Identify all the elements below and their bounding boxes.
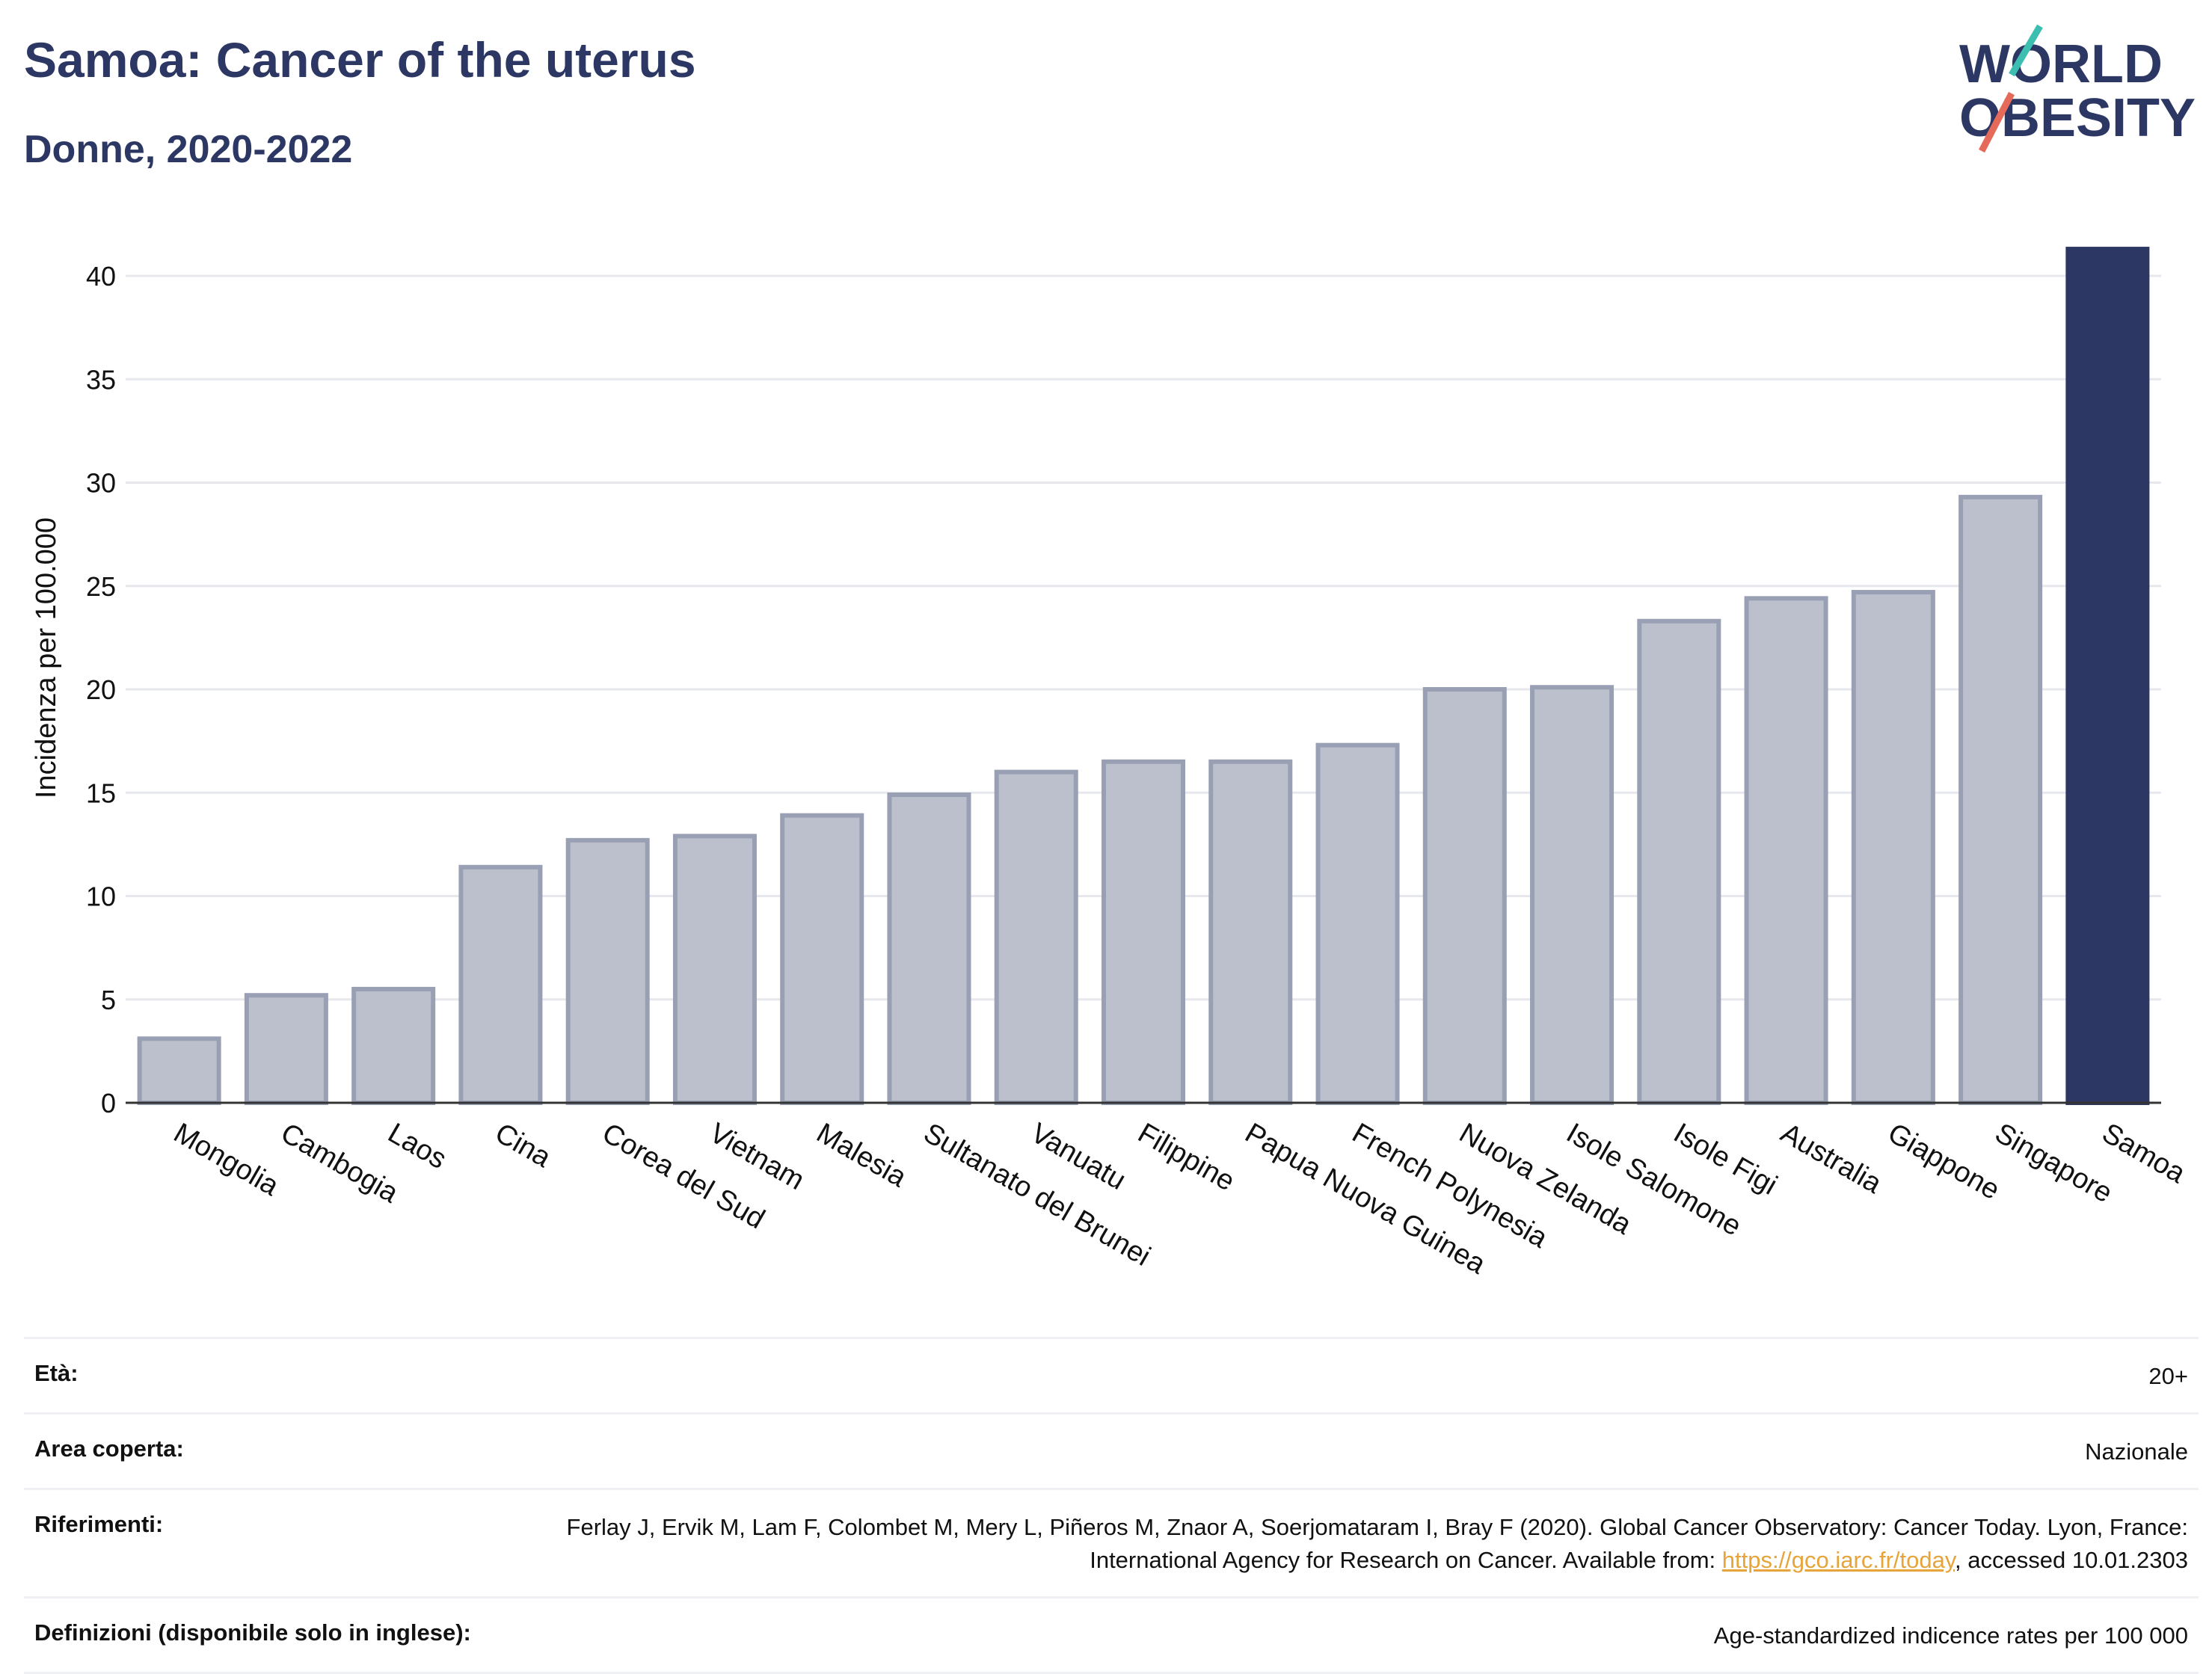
y-axis-title: Incidenza per 100.000 <box>31 517 62 798</box>
references-link[interactable]: https://gco.iarc.fr/today <box>1721 1547 1956 1573</box>
area-label: Area coperta: <box>34 1435 184 1462</box>
definitions-label: Definizioni (disponibile solo in inglese… <box>34 1619 471 1646</box>
logo-slash-coral <box>1979 91 2015 153</box>
y-tick-label: 40 <box>86 261 116 292</box>
bar-samoa <box>2065 247 2150 1105</box>
bar-laos <box>351 986 436 1106</box>
bar-malesia <box>780 813 864 1105</box>
bars <box>137 247 2150 1106</box>
x-tick-label: Australia <box>1775 1117 1887 1200</box>
y-tick-label: 20 <box>86 674 116 705</box>
area-value: Nazionale <box>2085 1438 2188 1465</box>
chart-title: Samoa: Cancer of the uterus <box>24 32 696 87</box>
y-tick-label: 5 <box>101 985 116 1015</box>
info-row-references: Riferimenti: Ferlay J, Ervik M, Lam F, C… <box>24 1488 2199 1596</box>
x-tick-label: Laos <box>383 1117 452 1175</box>
x-tick-label: Cina <box>490 1117 556 1174</box>
references-accessed: , accessed 10.01.2303 <box>1955 1547 2188 1573</box>
y-tick-label: 35 <box>86 364 116 395</box>
world-obesity-logo: WORLD OBESITY <box>1959 24 2196 153</box>
bar-mongolia <box>137 1036 221 1106</box>
logo-line1: WORLD <box>1959 34 2163 94</box>
y-tick-label: 0 <box>101 1088 116 1118</box>
bar-singapore <box>1958 494 2043 1106</box>
bar-cina <box>458 864 543 1105</box>
x-tick-label: Giappone <box>1882 1117 2005 1206</box>
logo-slash-teal <box>2009 24 2043 77</box>
x-tick-label: Isole Salomone <box>1561 1117 1747 1242</box>
bar-isole-figi <box>1637 618 1721 1105</box>
bar-french-polynesia <box>1315 742 1400 1106</box>
chart-subtitle: Donne, 2020-2022 <box>24 128 353 171</box>
bar-filippine <box>1101 759 1186 1106</box>
bar-australia <box>1744 596 1828 1105</box>
bar-cambogia <box>244 993 328 1105</box>
y-tick-label: 25 <box>86 571 116 602</box>
bar-isole-salomone <box>1530 685 1615 1105</box>
info-row-area: Area coperta: Nazionale <box>24 1412 2199 1488</box>
y-tick-label: 30 <box>86 468 116 499</box>
bar-giappone <box>1851 590 1935 1105</box>
x-tick-label: Mongolia <box>168 1117 284 1202</box>
y-tick-label: 15 <box>86 778 116 808</box>
references-value: Ferlay J, Ervik M, Lam F, Colombet M, Me… <box>468 1511 2188 1577</box>
info-row-age: Età: 20+ <box>24 1337 2199 1412</box>
logo-line2: OBESITY <box>1959 88 2196 148</box>
age-label: Età: <box>34 1360 79 1386</box>
bar-corea-del-sud <box>565 837 650 1105</box>
x-tick-label: Singapore <box>1990 1117 2118 1209</box>
info-table: Età: 20+ Area coperta: Nazionale Riferim… <box>24 1337 2199 1674</box>
x-tick-label: Malesia <box>811 1117 912 1193</box>
references-label: Riferimenti: <box>34 1511 164 1537</box>
bar-sultanato-del-brunei <box>887 793 971 1105</box>
bar-chart: Incidenza per 100.000 0 5 10 15 20 25 30 35 40 M… <box>31 247 2191 1281</box>
bar-vietnam <box>672 834 757 1105</box>
info-row-definitions: Definizioni (disponibile solo in inglese… <box>24 1596 2199 1674</box>
bar-papua-nuova-guinea <box>1208 759 1293 1106</box>
definitions-value: Age-standardized indicence rates per 100… <box>1713 1622 2188 1649</box>
y-tick-label: 10 <box>86 881 116 912</box>
bar-vanuatu <box>994 769 1078 1105</box>
y-tick-labels: 0 5 10 15 20 25 30 35 40 <box>86 261 116 1118</box>
x-tick-label: Cambogia <box>275 1117 404 1209</box>
x-tick-label: Filippine <box>1133 1117 1241 1197</box>
bar-nuova-zelanda <box>1422 687 1507 1105</box>
age-value: 20+ <box>2148 1363 2188 1389</box>
references-text: Ferlay J, Ervik M, Lam F, Colombet M, Me… <box>566 1514 2188 1573</box>
